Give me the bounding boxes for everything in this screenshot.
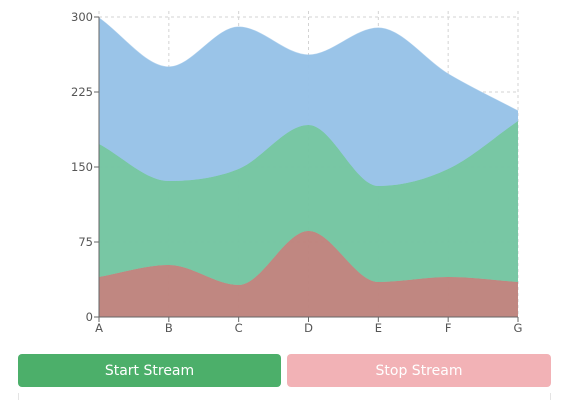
x-tick-label-3: D bbox=[304, 321, 313, 335]
panel-bottom-edge bbox=[18, 393, 551, 400]
y-tick-label-0: 0 bbox=[86, 310, 93, 324]
y-tick-label-3: 225 bbox=[71, 85, 93, 99]
x-tick-label-5: F bbox=[445, 321, 452, 335]
area-series-1 bbox=[99, 231, 518, 317]
stacked-area-chart: 0 75 150 225 300 A B C D E F G bbox=[71, 10, 523, 335]
start-stream-button[interactable]: Start Stream bbox=[18, 354, 281, 387]
chart-svg: 0 75 150 225 300 A B C D E F G bbox=[71, 10, 523, 335]
y-tick-label-1: 75 bbox=[78, 235, 93, 249]
y-tick-label-4: 300 bbox=[71, 10, 93, 24]
x-tick-label-0: A bbox=[95, 321, 103, 335]
x-tick-label-6: G bbox=[514, 321, 523, 335]
area-series-3 bbox=[99, 18, 518, 186]
stop-stream-button[interactable]: Stop Stream bbox=[287, 354, 551, 387]
x-tick-label-2: C bbox=[235, 321, 243, 335]
area-series-3-line bbox=[98, 17, 519, 112]
y-tick-label-2: 150 bbox=[71, 160, 93, 174]
x-tick-label-1: B bbox=[165, 321, 173, 335]
area-series-2 bbox=[99, 121, 518, 285]
x-tick-label-4: E bbox=[375, 321, 382, 335]
